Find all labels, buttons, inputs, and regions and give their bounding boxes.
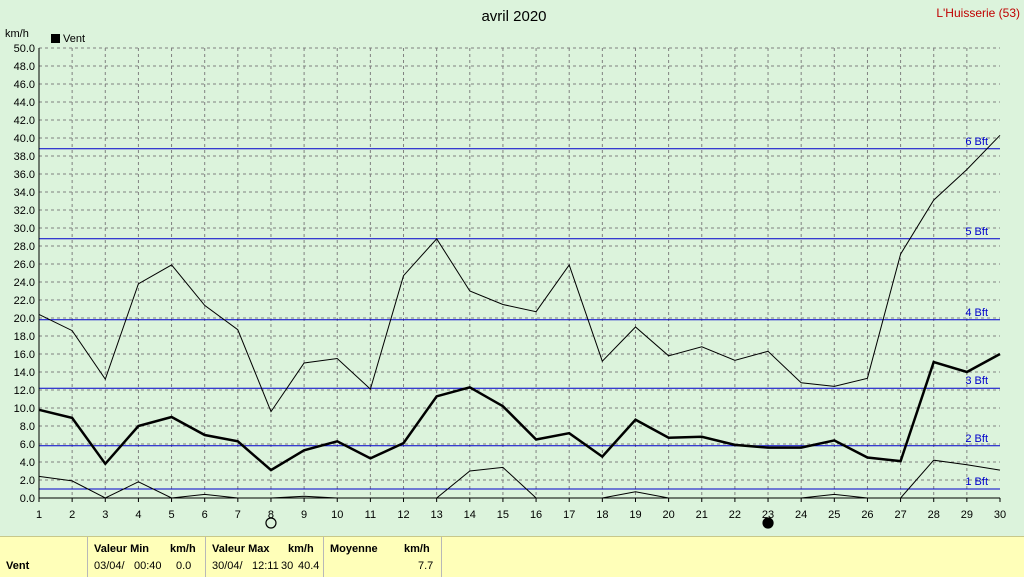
min-time: 00:40 [134,560,162,572]
x-tick-label: 16 [530,509,542,521]
x-tick-label: 19 [629,509,641,521]
y-tick-label: 0.0 [20,493,35,505]
mean-value: 7.7 [418,560,434,572]
grid [39,47,1000,498]
y-tick-label: 6.0 [20,439,35,451]
x-tick-label: 27 [894,509,906,521]
y-tick-label: 26.0 [14,259,35,271]
series [38,134,1001,499]
x-tick-label: 24 [795,509,807,521]
x-tick-label: 13 [431,509,443,521]
y-tick-label: 36.0 [14,169,35,181]
legend-swatch [51,34,60,43]
max-header: Valeur Max [212,543,270,555]
x-tick-label: 30 [994,509,1006,521]
series-line-mean [38,352,1001,472]
y-axis-unit: km/h [5,28,29,40]
stats-footer: Vent Valeur Min km/h 03/04/ 00:40 0.0 Va… [0,536,1024,577]
beaufort-label: 3 Bft [965,375,988,387]
beaufort-label: 4 Bft [965,307,988,319]
max-date: 30/04/ [212,560,243,572]
moon-phases [265,517,774,529]
legend-label: Vent [63,33,85,45]
axes: 0.0 2.0 4.0 6.0 8.0 10.0 12.0 14.0 16.0 18.0 20.0 2… [14,43,1007,521]
min-unit: km/h [170,543,196,555]
y-tick-label: 10.0 [14,403,35,415]
y-tick-label: 30.0 [14,223,35,235]
max-unit: km/h [288,543,314,555]
x-tick-label: 5 [168,509,174,521]
x-tick-label: 9 [301,509,307,521]
y-tick-label: 40.0 [14,133,35,145]
min-header: Valeur Min [94,543,150,555]
series-line-max [38,134,1001,413]
x-tick-label: 8 [268,509,274,521]
x-tick-label: 21 [696,509,708,521]
station-label: L'Huisserie (53) [936,6,1020,20]
beaufort-label: 2 Bft [965,433,988,445]
moon-full-icon [265,517,277,529]
series-line-min [38,459,1001,499]
x-tick-label: 18 [596,509,608,521]
max-value: 40.4 [298,560,320,572]
beaufort-label: 1 Bft [965,476,988,488]
footer-row-label: Vent [6,560,30,572]
x-tick-label: 14 [464,509,476,521]
x-tick-label: 20 [662,509,674,521]
y-tick-label: 2.0 [20,475,35,487]
x-tick-label: 22 [729,509,741,521]
moon-new-icon [762,517,774,529]
y-tick-label: 14.0 [14,367,35,379]
y-tick-label: 22.0 [14,295,35,307]
x-tick-label: 12 [397,509,409,521]
y-tick-label: 42.0 [14,115,35,127]
y-tick-label: 44.0 [14,97,35,109]
beaufort-label: 5 Bft [965,226,988,238]
x-tick-label: 10 [331,509,343,521]
footer-row-label-cell: Vent [0,537,88,577]
max-time-suffix: 30 [281,560,294,572]
y-tick-label: 24.0 [14,277,35,289]
beaufort-lines: 1 Bft 2 Bft 3 Bft 4 Bft 5 Bft 6 Bft [39,136,1000,490]
x-tick-label: 28 [928,509,940,521]
mean-header: Moyenne [330,543,378,555]
y-tick-label: 50.0 [14,43,35,55]
x-tick-label: 3 [102,509,108,521]
beaufort-label: 6 Bft [965,136,988,148]
y-tick-label: 8.0 [20,421,35,433]
x-tick-label: 17 [563,509,575,521]
x-tick-label: 4 [135,509,141,521]
min-value: 0.0 [176,560,192,572]
y-tick-label: 46.0 [14,79,35,91]
x-tick-label: 2 [69,509,75,521]
footer-mean-cell: Moyenne km/h 7.7 [324,537,442,577]
y-tick-label: 16.0 [14,349,35,361]
y-tick-label: 38.0 [14,151,35,163]
x-tick-label: 23 [762,509,774,521]
y-tick-label: 4.0 [20,457,35,469]
x-tick-label: 11 [365,509,376,521]
y-tick-label: 18.0 [14,331,35,343]
footer-min-cell: Valeur Min km/h 03/04/ 00:40 0.0 [88,537,206,577]
x-tick-label: 7 [235,509,241,521]
x-tick-label: 29 [961,509,973,521]
y-tick-label: 32.0 [14,205,35,217]
y-tick-label: 20.0 [14,313,35,325]
x-tick-label: 26 [861,509,873,521]
chart-title: avril 2020 [481,8,546,25]
min-date: 03/04/ [94,560,125,572]
x-tick-label: 25 [828,509,840,521]
y-tick-label: 48.0 [14,61,35,73]
max-time: 12:11 [252,560,279,572]
y-tick-label: 28.0 [14,241,35,253]
x-tick-label: 6 [202,509,208,521]
mean-unit: km/h [404,543,430,555]
y-tick-label: 34.0 [14,187,35,199]
footer-max-cell: Valeur Max km/h 30/04/ 12:11 30 40.4 [206,537,324,577]
x-tick-label: 15 [497,509,509,521]
y-tick-label: 12.0 [14,385,35,397]
wind-chart: avril 2020 L'Huisserie (53) km/h Vent 1 … [5,6,1020,529]
x-tick-label: 1 [36,509,42,521]
